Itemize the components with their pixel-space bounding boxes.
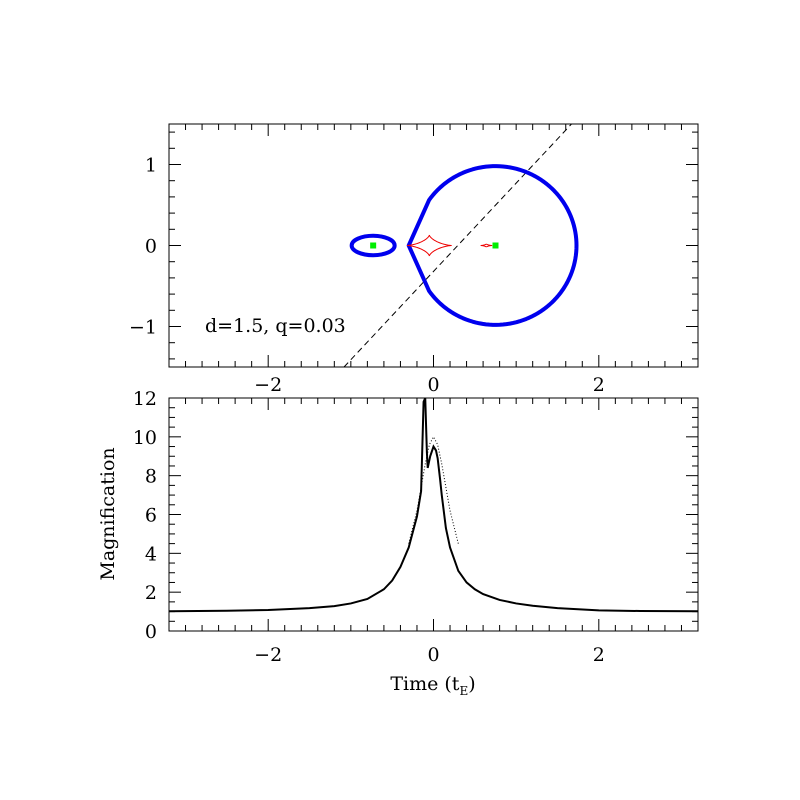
caustic-y-tick-label: 1 — [145, 155, 157, 177]
light-curve-y-tick-label: 4 — [145, 543, 157, 565]
light-curve-y-tick-label: 8 — [145, 466, 157, 488]
light-curve-content — [169, 398, 698, 613]
light-curve-x-tick-label: 0 — [427, 644, 439, 666]
light-curve-series — [169, 398, 698, 613]
light-curve-y-tick-label: 6 — [145, 505, 157, 527]
central-caustic — [407, 234, 452, 257]
light-curve-y-tick-label: 0 — [145, 621, 157, 643]
critical-curve-main — [406, 164, 579, 327]
parameter-annotation: d=1.5, q=0.03 — [205, 315, 346, 337]
lens-marker — [370, 242, 377, 249]
x-axis-title: Time (tE) — [390, 673, 475, 698]
caustic-plot-area — [343, 124, 579, 367]
light-curve-y-tick-label: 10 — [133, 427, 157, 449]
light-curve-single-lens-series — [408, 435, 459, 544]
caustic-y-tick-label: 0 — [145, 236, 157, 258]
light-curve-x-tick-label: −2 — [254, 644, 282, 666]
source-trajectory — [343, 124, 572, 367]
light-curve-plot-area — [169, 398, 698, 613]
caustic-panel: −2 0 2 −1 0 1 d=1.5, q=0.03 — [129, 123, 699, 396]
light-curve-y-tick-label: 12 — [133, 388, 157, 410]
planetary-caustic — [480, 243, 493, 248]
light-curve-x-tick-label: 2 — [593, 644, 605, 666]
lens-marker — [492, 242, 499, 249]
caustic-x-tick-label: 2 — [593, 374, 605, 396]
light-curve-y-tick-label: 2 — [145, 582, 157, 604]
caustic-y-tick-label: −1 — [129, 317, 157, 339]
caustic-x-tick-label: 0 — [427, 374, 439, 396]
y-axis-title: Magnification — [97, 447, 119, 580]
critical-curve-small — [349, 233, 397, 258]
light-curve-ticks: −2 0 2 0 2 4 6 8 10 12 — [133, 388, 699, 666]
x-axis-title-subscript: E — [459, 684, 468, 698]
caustic-ticks: −2 0 2 −1 0 1 — [129, 124, 699, 396]
caustic-content — [343, 124, 579, 367]
light-curve-panel-frame — [168, 397, 699, 632]
caustic-x-tick-label: −2 — [254, 374, 282, 396]
light-curve-panel: −2 0 2 0 2 4 6 8 10 12 Time (tE) Magnification — [97, 388, 699, 698]
